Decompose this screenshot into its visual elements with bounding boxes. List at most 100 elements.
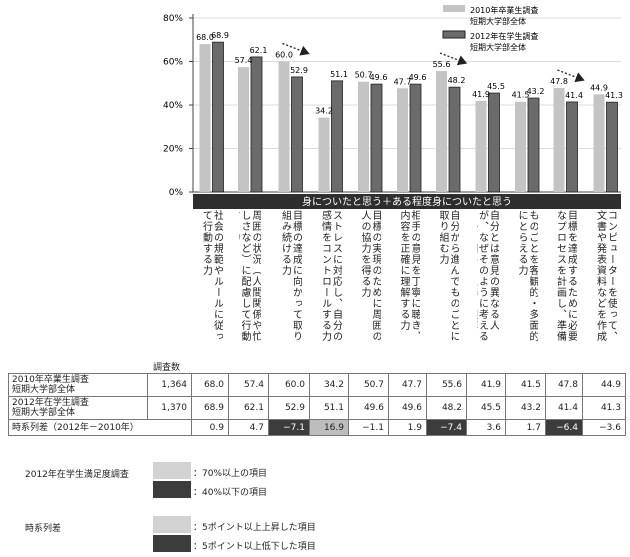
value-label-2012: 51.1 <box>330 70 348 79</box>
table-cell: 47.8 <box>545 373 583 397</box>
row-label: 2010年卒業生調査 短期大学部全体 <box>8 373 148 397</box>
category-label: ストレスに対応し、自分の感情をコントロールする力 <box>319 210 342 342</box>
diff-cell: −7.1 <box>268 419 310 436</box>
category-label: 目標を達成するために必要なプロセスを計画し、準備する力 <box>554 210 577 342</box>
diff-cell: 16.9 <box>309 419 349 436</box>
bar-chart: 80% 60% 40% 20% 0% 68.068.9 57.462.1 60.0 52.9 3… <box>163 5 623 209</box>
value-label-2010: 50.7 <box>355 71 373 80</box>
legend-label: 短期大学部全体 <box>470 42 526 52</box>
value-label-2010: 44.9 <box>590 83 608 92</box>
diff-cell: −1.1 <box>348 419 389 436</box>
table-cell: 48.2 <box>426 396 467 420</box>
bar-2012 <box>370 83 383 193</box>
value-label-2010: 55.6 <box>433 60 451 69</box>
table-cell: 68.0 <box>191 373 229 397</box>
value-label-2010: 47.8 <box>550 77 568 86</box>
diff-cell: 1.9 <box>388 419 427 436</box>
bar-2012 <box>331 80 343 193</box>
bar-2012 <box>291 76 303 193</box>
diff-cell: 4.7 <box>228 419 269 436</box>
bar-2010 <box>515 101 526 192</box>
bar-2012 <box>448 86 461 193</box>
value-label-2010: 47.7 <box>394 77 412 86</box>
table-cell: 57.4 <box>228 373 269 397</box>
value-label-2010: 41.9 <box>472 90 490 99</box>
table-row: 2012年在学生調査 短期大学部全体 1,370 68.9 62.1 52.9 51.1 49… <box>8 396 626 420</box>
count-header: 調査数 <box>153 363 181 373</box>
band-title: 身についたと思う＋ある程度身についたと思う <box>302 195 512 208</box>
diff-cell: −7.4 <box>426 419 467 436</box>
band-title-background <box>193 194 621 209</box>
bar-2012 <box>250 56 263 193</box>
diff-row: 時系列差（2012年－2010年） 0.9 4.7 −7.1 16.9 −1.1 1.9 −7… <box>8 419 626 436</box>
satisfaction-high-label: ：70%以上の項目 <box>193 469 268 479</box>
bar-2010 <box>397 88 408 192</box>
bar-2012 <box>566 101 578 193</box>
bar-2012 <box>527 97 540 193</box>
diff-down-swatch <box>153 535 191 552</box>
bar-2010 <box>593 94 605 192</box>
value-label-2012: 41.3 <box>605 91 623 100</box>
category-label: 目標の実現のために周囲の人の協力を得る力 <box>359 210 381 342</box>
diff-cell: −6.4 <box>545 419 583 436</box>
y-tick-label: 20% <box>163 145 183 155</box>
category-label: 自分とは意見の異なる人が、なぜそのように考えるのかを相手の立場で理解する力 <box>476 210 499 342</box>
y-tick-label: 80% <box>163 14 183 24</box>
bar-2012 <box>606 101 618 193</box>
value-label-2010: 41.5 <box>512 91 530 100</box>
satisfaction-high-swatch <box>153 462 191 479</box>
table-cell: 43.2 <box>505 396 546 420</box>
table-cell: 49.6 <box>348 396 389 420</box>
table-row: 2010年卒業生調査 短期大学部全体 1,364 68.0 57.4 60.0 34.2 50… <box>8 373 626 397</box>
y-tick-label: 60% <box>163 58 183 68</box>
value-label-2012: 43.2 <box>527 87 545 96</box>
data-table: 2010年卒業生調査 短期大学部全体 1,364 68.0 57.4 60.0 34.2 50… <box>8 373 626 436</box>
bar-2010 <box>238 67 249 192</box>
table-cell: 34.2 <box>309 373 349 397</box>
table-cell: 51.1 <box>309 396 349 420</box>
value-label-2012: 49.6 <box>370 73 388 82</box>
diff-legend-title: 時系列差 <box>25 524 62 534</box>
table-cell: 55.6 <box>426 373 467 397</box>
legend-swatch-2010 <box>443 5 465 12</box>
table-cell: 44.9 <box>582 373 626 397</box>
diff-cell: 3.6 <box>466 419 506 436</box>
category-label: ものごとを客観的・多面的にとらえる力 <box>516 210 538 342</box>
value-label-2012: 62.1 <box>250 46 268 55</box>
table-cell: 50.7 <box>348 373 389 397</box>
satisfaction-low-label: ：40%以下の項目 <box>193 488 268 498</box>
value-label-2010: 57.4 <box>235 56 253 65</box>
table-cell: 62.1 <box>228 396 269 420</box>
value-label-2010: 68.0 <box>196 33 214 42</box>
category-label: 周囲の状況（人間関係や忙しさなど）に配慮して行動する力 <box>239 210 261 342</box>
category-label: 相手の意見を丁寧に聴き、内容を正確に理解する力 <box>398 210 420 342</box>
decline-arrow <box>557 69 585 83</box>
diff-down-label: ：5ポイント以上低下した項目 <box>193 542 316 552</box>
table-cell: 45.5 <box>466 396 506 420</box>
table-cell: 52.9 <box>268 396 310 420</box>
legend-swatch-2012 <box>442 30 466 39</box>
diff-cell: 0.9 <box>191 419 229 436</box>
row-count: 1,364 <box>147 373 192 397</box>
value-label-2012: 41.4 <box>565 91 583 100</box>
value-label-2012: 48.2 <box>448 76 466 85</box>
bar-2010 <box>199 44 211 192</box>
diff-label: 時系列差（2012年－2010年） <box>8 419 192 436</box>
legend-label: 2012年在学生調査 <box>470 31 538 41</box>
diff-cell: −3.6 <box>582 419 626 436</box>
decline-arrow <box>439 52 468 66</box>
category-label: 目標の達成に向かって取り組み続ける力 <box>279 210 302 342</box>
value-label-2012: 49.6 <box>409 73 427 82</box>
category-label: 社会の規範やルールに従って行動する力 <box>200 210 223 342</box>
bar-2012 <box>212 41 224 193</box>
value-label-2010: 34.2 <box>315 107 333 116</box>
value-label-2010: 60.0 <box>275 51 293 60</box>
table-cell: 68.9 <box>191 396 229 420</box>
satisfaction-low-swatch <box>153 481 191 498</box>
bar-2010 <box>278 61 290 192</box>
bar-2012 <box>409 83 422 193</box>
y-tick-label: 0% <box>169 188 184 198</box>
table-cell: 41.5 <box>505 373 546 397</box>
legend-label: 2010年卒業生調査 <box>470 5 538 15</box>
